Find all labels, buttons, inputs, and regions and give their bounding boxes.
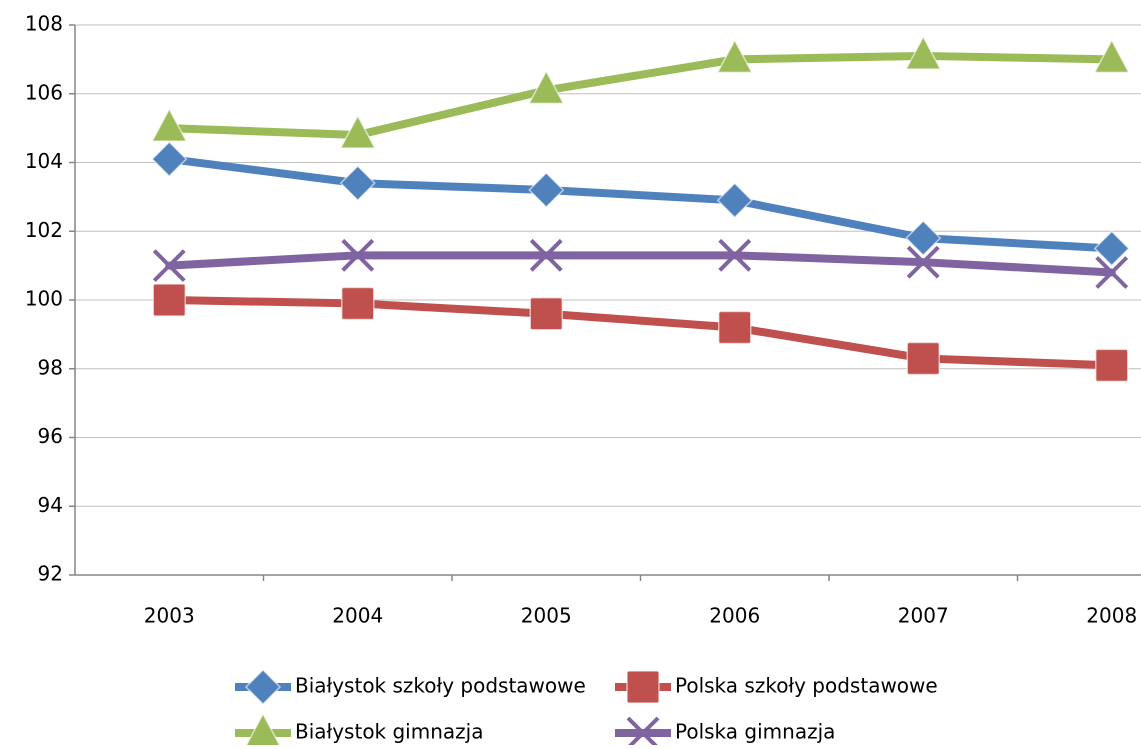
marker bbox=[529, 238, 563, 272]
marker bbox=[1093, 230, 1130, 267]
marker bbox=[151, 141, 188, 178]
marker bbox=[244, 668, 282, 706]
marker-shape bbox=[152, 283, 186, 317]
marker bbox=[626, 670, 660, 704]
marker bbox=[906, 245, 940, 279]
marker-shape bbox=[906, 341, 940, 376]
marker-shape bbox=[716, 182, 753, 219]
y-tick-label: 96 bbox=[38, 424, 63, 448]
marker-shape bbox=[152, 249, 186, 283]
marker bbox=[716, 182, 753, 219]
marker bbox=[152, 249, 186, 283]
marker bbox=[528, 69, 565, 105]
marker-shape bbox=[716, 38, 753, 74]
legend-item: Białystok szkoły podstawowe bbox=[235, 668, 586, 706]
marker-shape bbox=[1093, 230, 1130, 267]
marker-shape bbox=[1093, 38, 1130, 74]
marker bbox=[339, 114, 376, 149]
legend-label: Białystok szkoły podstawowe bbox=[295, 674, 586, 698]
marker-shape bbox=[341, 238, 375, 272]
marker bbox=[1093, 38, 1130, 74]
marker bbox=[341, 286, 375, 321]
marker-shape bbox=[718, 310, 752, 345]
marker bbox=[626, 716, 660, 749]
marker-shape bbox=[151, 107, 188, 142]
x-tick-label: 2004 bbox=[332, 604, 383, 628]
legend-label: Polska szkoły podstawowe bbox=[675, 674, 938, 698]
marker-shape bbox=[528, 171, 565, 209]
marker-shape bbox=[626, 670, 660, 704]
y-tick-label: 100 bbox=[25, 287, 63, 311]
legend-item: Białystok gimnazja bbox=[235, 712, 483, 747]
marker-shape bbox=[905, 35, 942, 70]
legend-label: Polska gimnazja bbox=[675, 720, 835, 744]
marker bbox=[718, 238, 752, 272]
y-tick-label: 94 bbox=[38, 493, 63, 517]
marker-shape bbox=[341, 286, 375, 321]
x-tick-label: 2003 bbox=[144, 604, 195, 628]
series-line bbox=[165, 251, 1116, 277]
marker-shape bbox=[339, 165, 376, 202]
marker bbox=[905, 35, 942, 70]
marker bbox=[906, 341, 940, 376]
marker bbox=[528, 171, 565, 209]
x-tick-label: 2008 bbox=[1086, 604, 1137, 628]
marker-shape bbox=[906, 245, 940, 279]
marker bbox=[152, 283, 186, 317]
y-tick-label: 98 bbox=[38, 355, 63, 379]
marker bbox=[339, 165, 376, 202]
marker-shape bbox=[718, 238, 752, 272]
marker bbox=[718, 310, 752, 345]
x-tick-label: 2007 bbox=[898, 604, 949, 628]
y-tick-label: 102 bbox=[25, 218, 63, 242]
marker-shape bbox=[339, 114, 376, 149]
marker-shape bbox=[529, 238, 563, 272]
x-tick-label: 2005 bbox=[521, 604, 572, 628]
y-tick-label: 108 bbox=[25, 12, 63, 36]
y-tick-label: 92 bbox=[38, 562, 63, 586]
marker-shape bbox=[905, 220, 942, 257]
series-line bbox=[165, 296, 1116, 370]
marker-shape bbox=[244, 668, 282, 706]
marker-shape bbox=[528, 69, 565, 105]
y-tick-label: 104 bbox=[25, 149, 63, 173]
marker-shape bbox=[1095, 256, 1129, 289]
marker-shape bbox=[626, 716, 660, 749]
marker-shape bbox=[151, 141, 188, 178]
marker bbox=[716, 38, 753, 74]
series-line bbox=[165, 155, 1116, 253]
legend-item: Polska szkoły podstawowe bbox=[615, 670, 938, 704]
y-tick-label: 106 bbox=[25, 80, 63, 104]
series-line bbox=[165, 51, 1116, 139]
legend-item: Polska gimnazja bbox=[615, 716, 835, 749]
marker bbox=[341, 238, 375, 272]
marker bbox=[905, 220, 942, 257]
marker bbox=[151, 107, 188, 142]
marker bbox=[529, 297, 563, 331]
legend-label: Białystok gimnazja bbox=[295, 720, 483, 744]
marker bbox=[1095, 256, 1129, 289]
x-tick-label: 2006 bbox=[709, 604, 760, 628]
marker bbox=[1095, 348, 1129, 383]
marker-shape bbox=[1095, 348, 1129, 383]
marker-shape bbox=[529, 297, 563, 331]
